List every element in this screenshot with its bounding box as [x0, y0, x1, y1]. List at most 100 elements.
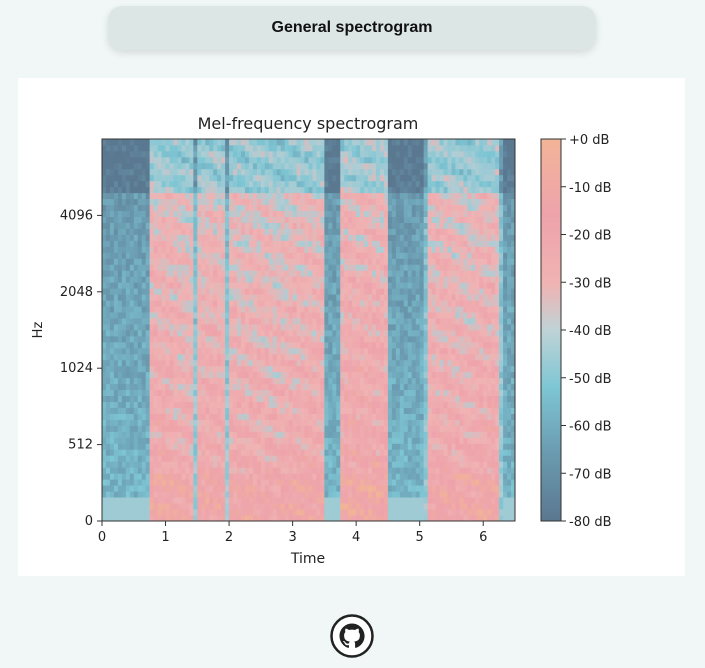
spectrogram-cell	[387, 431, 393, 438]
spectrogram-cell	[169, 377, 174, 385]
spectrogram-cell	[399, 509, 405, 516]
spectrogram-cell	[105, 371, 111, 379]
spectrogram-cell	[240, 282, 246, 289]
spectrogram-cell	[352, 228, 357, 235]
spectrogram-cell	[391, 216, 397, 223]
spectrogram-cell	[280, 240, 286, 247]
spectrogram-cell	[328, 270, 333, 277]
spectrogram-cell	[399, 491, 405, 498]
spectrogram-cell	[237, 515, 242, 521]
spectrogram-cell	[364, 449, 369, 456]
spectrogram-cell	[161, 401, 166, 408]
spectrogram-cell	[161, 503, 166, 510]
spectrogram-cell	[125, 150, 131, 158]
spectrogram-cell	[141, 144, 147, 152]
spectrogram-cell	[316, 503, 321, 510]
spectrogram-cell	[383, 455, 389, 462]
spectrogram-cell	[324, 449, 329, 456]
spectrogram-cell	[109, 389, 115, 397]
spectrogram-cell	[145, 246, 151, 253]
spectrogram-cell	[312, 371, 317, 379]
spectrogram-cell	[240, 174, 246, 182]
spectrogram-cell	[161, 371, 166, 379]
spectrogram-cell	[312, 395, 317, 403]
spectrogram-cell	[336, 467, 341, 474]
spectrogram-cell	[185, 371, 190, 379]
spectrogram-cell	[368, 306, 373, 313]
spectrogram-cell	[399, 371, 405, 379]
spectrogram-cell	[387, 419, 393, 426]
spectrogram-cell	[260, 150, 266, 158]
spectrogram-cell	[205, 413, 210, 420]
spectrogram-cell	[320, 365, 325, 373]
spectrogram-cell	[264, 371, 270, 379]
spectrogram-cell	[316, 264, 321, 271]
spectrogram-cell	[344, 479, 349, 486]
spectrogram-cell	[368, 503, 373, 510]
spectrogram-cell	[237, 288, 242, 295]
spectrogram-cell	[376, 270, 381, 277]
spectrogram-cell	[133, 413, 139, 420]
spectrogram-cell	[229, 288, 234, 295]
spectrogram-cell	[129, 180, 135, 188]
spectrogram-cell	[320, 347, 325, 355]
spectrogram-cell	[225, 389, 230, 397]
spectrogram-cell	[197, 186, 202, 194]
spectrogram-cell	[193, 228, 198, 235]
spectrogram-cell	[387, 294, 393, 301]
spectrogram-cell	[125, 192, 131, 200]
spectrogram-cell	[260, 461, 266, 468]
spectrogram-cell	[348, 174, 353, 182]
spectrogram-cell	[276, 204, 282, 212]
spectrogram-cell	[248, 174, 254, 182]
spectrogram-cell	[129, 318, 135, 325]
spectrogram-cell	[383, 515, 389, 521]
spectrogram-cell	[145, 437, 151, 444]
spectrogram-cell	[292, 186, 297, 194]
spectrogram-cell	[217, 437, 222, 444]
spectrogram-cell	[399, 413, 405, 420]
spectrogram-cell	[352, 150, 357, 158]
spectrogram-cell	[205, 306, 210, 313]
spectrogram-cell	[288, 168, 294, 176]
spectrogram-cell	[169, 204, 174, 212]
spectrogram-cell	[264, 509, 270, 516]
spectrogram-cell	[379, 150, 385, 158]
spectrogram-cell	[193, 401, 198, 408]
spectrogram-cell	[372, 473, 377, 480]
spectrogram-cell	[137, 515, 143, 521]
spectrogram-cell	[153, 395, 158, 403]
spectrogram-cell	[296, 216, 301, 223]
spectrogram-cell	[105, 192, 111, 200]
spectrogram-cell	[153, 252, 158, 259]
spectrogram-cell	[320, 515, 325, 521]
spectrogram-cell	[244, 395, 250, 403]
spectrogram-cell	[129, 359, 135, 367]
spectrogram-cell	[149, 300, 155, 307]
spectrogram-cell	[284, 467, 290, 474]
page-header: General spectrogram	[108, 6, 596, 50]
spectrogram-cell	[300, 473, 305, 480]
spectrogram-cell	[320, 467, 325, 474]
spectrogram-cell	[352, 509, 357, 516]
spectrogram-cell	[117, 150, 123, 158]
spectrogram-cell	[383, 222, 389, 229]
spectrogram-cell	[320, 425, 325, 432]
spectrogram-cell	[102, 389, 107, 397]
spectrogram-cell	[292, 210, 297, 217]
spectrogram-cell	[157, 192, 162, 200]
spectrogram-cell	[181, 144, 186, 152]
spectrogram-cell	[391, 234, 397, 241]
spectrogram-cell	[229, 180, 234, 188]
spectrogram-cell	[324, 407, 329, 414]
spectrogram-cell	[177, 156, 182, 164]
spectrogram-cell	[268, 413, 274, 420]
spectrogram-cell	[352, 174, 357, 182]
spectrogram-cell	[399, 192, 405, 200]
spectrogram-cell	[248, 258, 254, 265]
spectrogram-cell	[113, 431, 119, 438]
spectrogram-cell	[280, 198, 286, 206]
spectrogram-cell	[129, 162, 135, 170]
spectrogram-cell	[129, 443, 135, 450]
spectrogram-cell	[403, 401, 409, 408]
